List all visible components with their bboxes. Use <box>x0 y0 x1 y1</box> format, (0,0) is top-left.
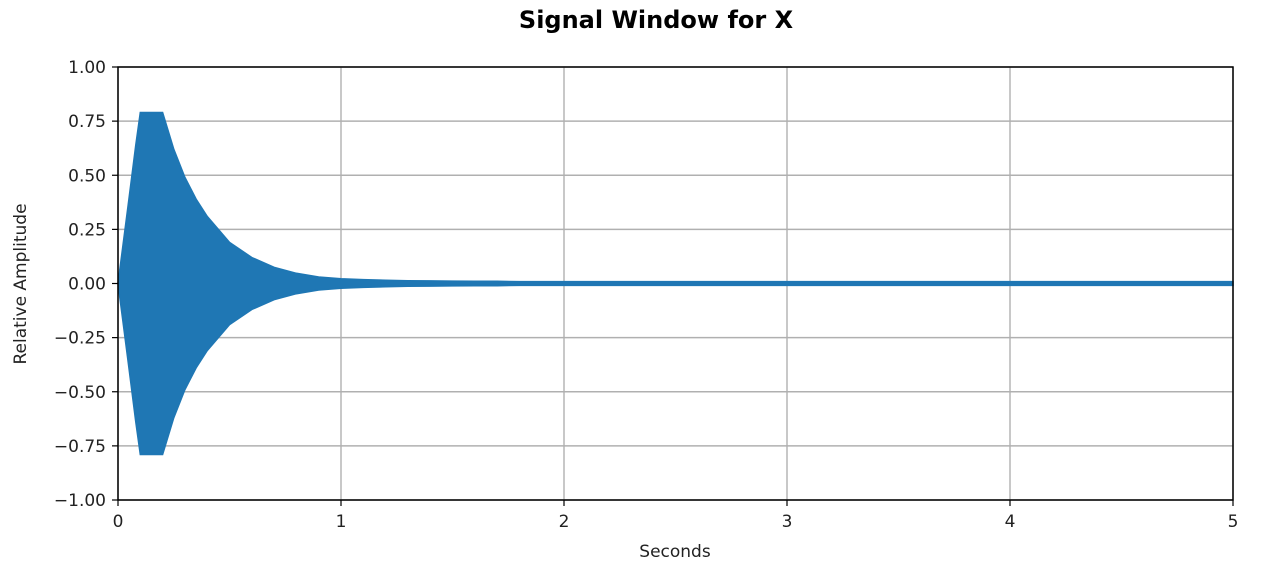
x-tick-label: 4 <box>1005 512 1016 532</box>
x-axis-label: Seconds <box>639 542 711 562</box>
y-tick-label: −1.00 <box>54 491 106 511</box>
y-tick-label: 0.75 <box>68 112 106 132</box>
plot-area <box>117 111 1234 456</box>
x-tick-label: 5 <box>1228 512 1239 532</box>
x-tick-label: 1 <box>336 512 347 532</box>
y-tick-label: 0.00 <box>68 275 106 295</box>
x-tick-label: 0 <box>113 512 124 532</box>
x-tick-label: 3 <box>782 512 793 532</box>
signal-series <box>117 111 1234 456</box>
y-tick-label: −0.25 <box>54 329 106 349</box>
y-axis-label: Relative Amplitude <box>11 203 31 364</box>
x-tick-label: 2 <box>559 512 570 532</box>
y-tick-label: 0.50 <box>68 166 106 186</box>
y-tick-label: −0.75 <box>54 437 106 457</box>
y-tick-label: 1.00 <box>68 58 106 78</box>
y-tick-label: −0.50 <box>54 383 106 403</box>
axis-ticks: 0 1 2 3 4 5 1.00 0.75 0.50 0.25 0.00 −0.25 −0.50 −0.7… <box>54 58 1239 532</box>
y-tick-label: 0.25 <box>68 220 106 240</box>
chart-title: Signal Window for X <box>519 6 794 34</box>
